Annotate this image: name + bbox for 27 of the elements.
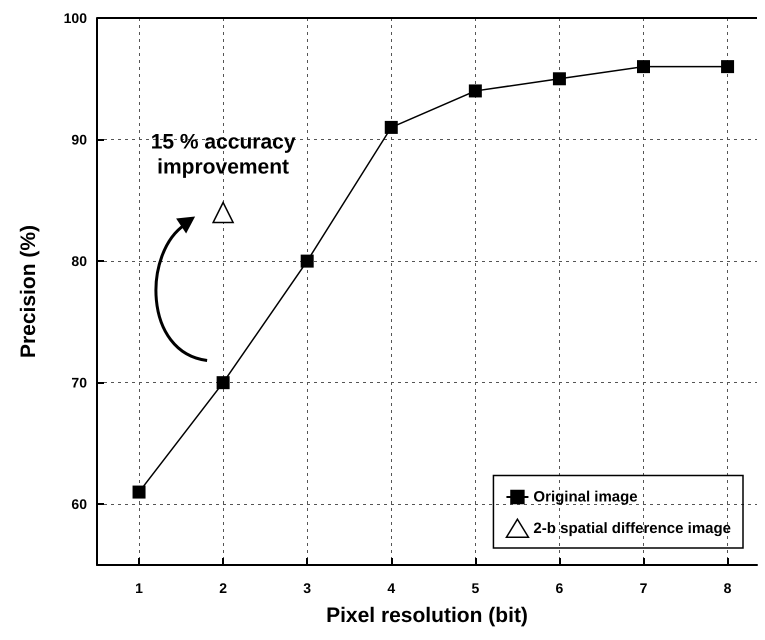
legend-label: Original image (533, 488, 638, 506)
point (300, 254, 314, 268)
legend-label: 2-b spatial difference image (533, 520, 732, 537)
x-tick-label: 5 (471, 580, 480, 596)
y-tick-label: 90 (71, 132, 88, 148)
x-tick-label: 1 (135, 580, 144, 596)
point (468, 84, 482, 98)
point (636, 60, 650, 74)
y-tick-label: 60 (71, 496, 88, 512)
point (721, 60, 734, 74)
y-axis-title: Precision (%) (17, 224, 40, 358)
point (552, 72, 566, 86)
annotation: 15 % accuracy improvement (150, 130, 296, 178)
point (216, 376, 230, 390)
x-tick-label: 2 (219, 580, 228, 596)
x-tick-label: 3 (303, 580, 312, 596)
y-tick-label: 100 (64, 10, 88, 26)
point (212, 202, 234, 224)
x-tick-label: 8 (724, 580, 732, 596)
x-tick-label: 4 (387, 580, 396, 596)
x-axis-title: Pixel resolution (bit) (326, 604, 528, 627)
point (132, 486, 146, 499)
point (384, 120, 398, 134)
y-tick-label: 80 (71, 253, 88, 270)
x-tick-label: 6 (556, 580, 564, 596)
x-tick-label: 7 (640, 580, 648, 596)
y-tick-label: 70 (71, 374, 88, 391)
